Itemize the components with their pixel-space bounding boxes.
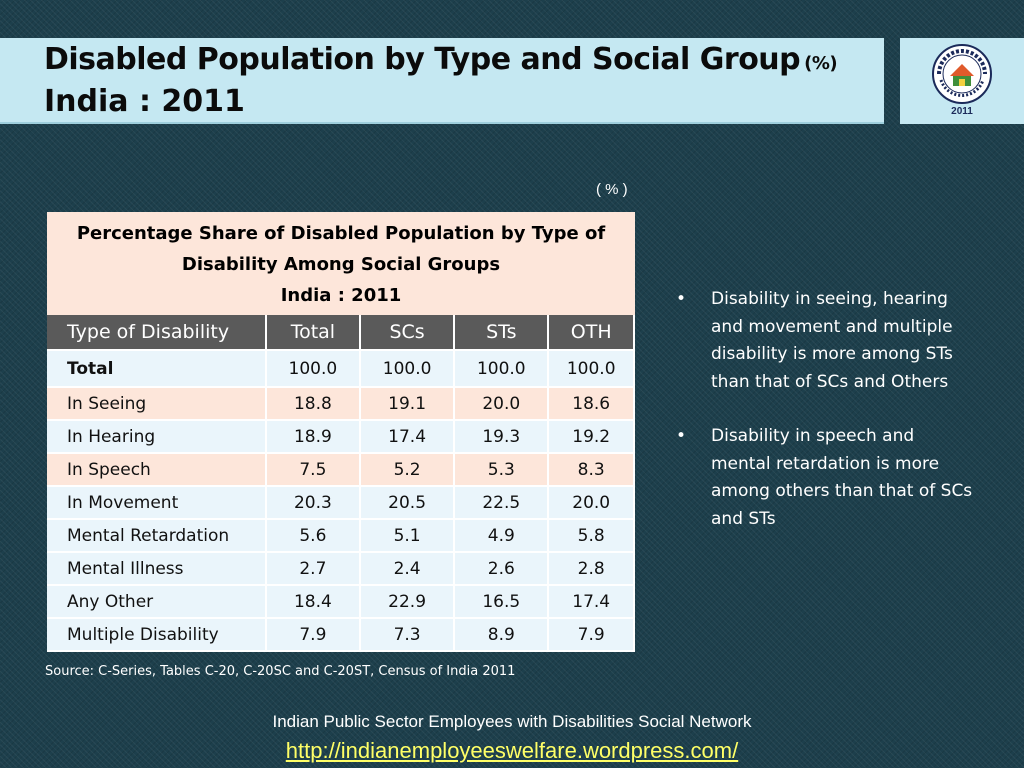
table-row: Multiple Disability 7.9 7.3 8.9 7.9: [47, 618, 635, 652]
row-label: In Movement: [47, 486, 267, 520]
cell-oth: 8.3: [548, 453, 635, 487]
column-header-type: Type of Disability: [47, 315, 267, 351]
cell-total: 2.7: [265, 552, 361, 586]
cell-oth: 20.0: [548, 486, 635, 520]
row-label: In Seeing: [47, 387, 267, 421]
cell-sts: 19.3: [454, 420, 550, 454]
table-header-row: Type of Disability Total SCs STs OTH: [47, 315, 635, 351]
cell-sts: 100.0: [454, 350, 550, 388]
page-subtitle: India : 2011: [44, 84, 245, 119]
row-label: In Hearing: [47, 420, 267, 454]
column-header-scs: SCs: [359, 315, 456, 351]
column-header-total: Total: [265, 315, 361, 351]
cell-oth: 19.2: [548, 420, 635, 454]
bullet-text: Disability in speech and mental retardat…: [711, 426, 973, 529]
table-caption: Percentage Share of Disabled Population …: [47, 212, 635, 315]
table-row: In Seeing 18.8 19.1 20.0 18.6: [47, 387, 635, 421]
cell-total: 7.5: [265, 453, 361, 487]
cell-total: 5.6: [265, 519, 361, 553]
footer-link[interactable]: http://indianemployeeswelfare.wordpress.…: [285, 738, 739, 763]
cell-sts: 2.6: [454, 552, 550, 586]
cell-oth: 100.0: [548, 350, 635, 388]
title-bar: Disabled Population by Type and Social G…: [0, 38, 884, 124]
cell-scs: 5.2: [359, 453, 456, 487]
census-of-india-emblem-icon: [932, 44, 992, 104]
bullet-mark: •: [676, 426, 687, 446]
row-label: Multiple Disability: [47, 618, 267, 652]
cell-scs: 5.1: [359, 519, 456, 553]
table-row: Total 100.0 100.0 100.0 100.0: [47, 350, 635, 388]
cell-sts: 22.5: [454, 486, 550, 520]
cell-sts: 16.5: [454, 585, 550, 619]
census-logo: 2011: [900, 38, 1024, 124]
column-header-sts: STs: [454, 315, 550, 351]
cell-total: 7.9: [265, 618, 361, 652]
row-label: Mental Retardation: [47, 519, 267, 553]
logo-year: 2011: [951, 106, 973, 117]
table-row: Mental Illness 2.7 2.4 2.6 2.8: [47, 552, 635, 586]
bullet-mark: •: [676, 289, 687, 309]
title-unit: (%): [804, 53, 838, 74]
cell-total: 18.8: [265, 387, 361, 421]
cell-sts: 8.9: [454, 618, 550, 652]
table-row: Mental Retardation 5.6 5.1 4.9 5.8: [47, 519, 635, 553]
cell-sts: 20.0: [454, 387, 550, 421]
table-row: Any Other 18.4 22.9 16.5 17.4: [47, 585, 635, 619]
cell-oth: 7.9: [548, 618, 635, 652]
cell-sts: 5.3: [454, 453, 550, 487]
row-label: Any Other: [47, 585, 267, 619]
cell-scs: 20.5: [359, 486, 456, 520]
cell-sts: 4.9: [454, 519, 550, 553]
table-row: In Speech 7.5 5.2 5.3 8.3: [47, 453, 635, 487]
cell-scs: 22.9: [359, 585, 456, 619]
footer-organization: Indian Public Sector Employees with Disa…: [272, 712, 752, 731]
cell-oth: 5.8: [548, 519, 635, 553]
cell-scs: 2.4: [359, 552, 456, 586]
list-item: • Disability in speech and mental retard…: [676, 423, 976, 533]
unit-note: ( % ): [596, 181, 628, 198]
source-note: Source: C-Series, Tables C-20, C-20SC an…: [45, 664, 516, 679]
table-caption-line1: Percentage Share of Disabled Population …: [76, 223, 606, 244]
cell-scs: 100.0: [359, 350, 456, 388]
cell-oth: 2.8: [548, 552, 635, 586]
table-row: In Hearing 18.9 17.4 19.3 19.2: [47, 420, 635, 454]
list-item: • Disability in seeing, hearing and move…: [676, 286, 976, 396]
page-title-text: Disabled Population by Type and Social G…: [44, 42, 801, 77]
cell-total: 18.4: [265, 585, 361, 619]
cell-total: 20.3: [265, 486, 361, 520]
bullet-text: Disability in seeing, hearing and moveme…: [711, 289, 953, 392]
table-caption-line3: India : 2011: [280, 285, 402, 306]
cell-oth: 17.4: [548, 585, 635, 619]
cell-scs: 17.4: [359, 420, 456, 454]
disability-table: Percentage Share of Disabled Population …: [47, 212, 635, 652]
cell-total: 18.9: [265, 420, 361, 454]
row-label: Total: [47, 350, 267, 388]
column-header-oth: OTH: [548, 315, 635, 351]
cell-scs: 19.1: [359, 387, 456, 421]
table-row: In Movement 20.3 20.5 22.5 20.0: [47, 486, 635, 520]
page-title: Disabled Population by Type and Social G…: [44, 42, 838, 77]
table-caption-line2: Disability Among Social Groups: [181, 254, 501, 275]
cell-total: 100.0: [265, 350, 361, 388]
key-findings: • Disability in seeing, hearing and move…: [676, 286, 976, 560]
row-label: In Speech: [47, 453, 267, 487]
cell-scs: 7.3: [359, 618, 456, 652]
row-label: Mental Illness: [47, 552, 267, 586]
cell-oth: 18.6: [548, 387, 635, 421]
